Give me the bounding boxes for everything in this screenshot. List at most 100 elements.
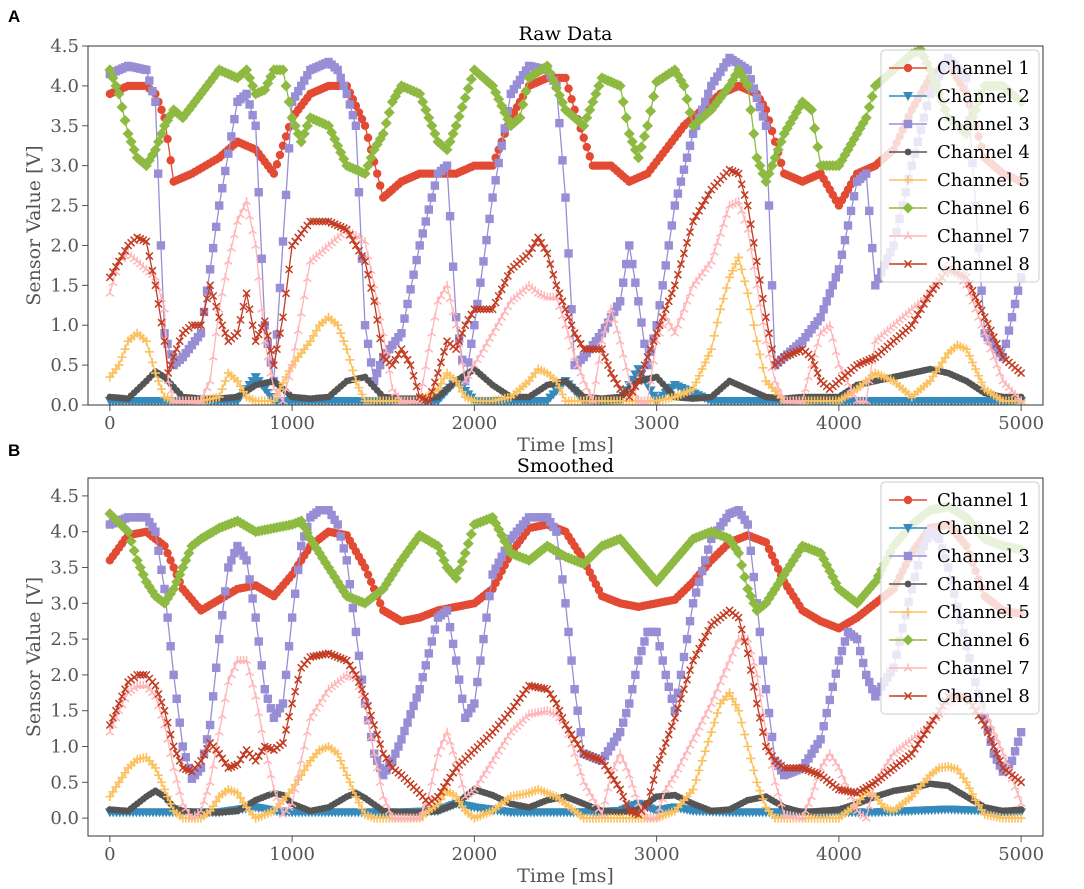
data-point — [160, 706, 169, 715]
data-point — [722, 210, 731, 219]
data-point — [752, 93, 762, 103]
data-point — [581, 112, 593, 124]
legend-box — [880, 49, 1040, 283]
data-point — [144, 347, 154, 357]
data-point — [775, 136, 787, 148]
data-point — [324, 506, 333, 515]
data-point — [971, 795, 981, 805]
data-point — [809, 122, 821, 134]
data-point — [430, 378, 439, 387]
data-point — [843, 221, 853, 230]
data-point — [433, 369, 442, 378]
data-point — [157, 777, 167, 787]
data-point — [801, 759, 810, 768]
data-point — [780, 763, 789, 773]
data-point — [564, 627, 573, 637]
data-point — [430, 181, 440, 190]
y-tick-label: 3.5 — [50, 116, 79, 137]
data-point — [861, 813, 871, 822]
data-point — [767, 551, 777, 560]
data-point — [467, 704, 476, 713]
data-point — [743, 65, 752, 75]
data-point — [862, 670, 871, 680]
data-point — [297, 541, 306, 551]
data-point — [840, 235, 850, 245]
data-point — [224, 563, 233, 572]
data-point — [200, 307, 209, 316]
data-point — [722, 663, 731, 672]
data-point — [626, 136, 638, 148]
data-point — [446, 773, 455, 782]
data-point — [260, 685, 269, 694]
data-point — [427, 328, 437, 337]
data-point — [245, 668, 255, 677]
legend-label: Channel 5 — [937, 170, 1030, 191]
data-point — [375, 777, 385, 786]
data-point — [445, 622, 455, 632]
data-point — [284, 372, 294, 381]
data-point — [275, 150, 285, 160]
data-point — [688, 384, 698, 394]
data-point — [743, 742, 753, 751]
data-point — [618, 349, 628, 359]
data-point — [643, 799, 652, 808]
data-point — [464, 708, 473, 718]
data-point — [105, 727, 115, 736]
data-point — [424, 649, 434, 658]
data-point — [673, 270, 682, 279]
data-point — [992, 755, 1002, 764]
data-point — [740, 215, 750, 224]
data-point — [218, 184, 227, 193]
data-point — [992, 339, 1001, 348]
data-point — [764, 708, 774, 718]
data-point — [919, 730, 928, 739]
data-point — [113, 88, 125, 100]
data-point — [333, 749, 343, 759]
data-point — [142, 513, 151, 522]
data-point — [561, 305, 570, 314]
data-point — [114, 360, 124, 370]
data-point — [215, 749, 224, 758]
data-point — [866, 91, 878, 103]
data-point — [242, 656, 252, 665]
data-point — [694, 577, 704, 587]
data-point — [453, 110, 465, 122]
data-point — [160, 337, 169, 346]
data-point — [208, 801, 218, 811]
data-point — [986, 735, 995, 744]
data-point — [454, 381, 464, 391]
data-point — [831, 669, 841, 678]
data-point — [610, 374, 619, 383]
y-tick-label: 2.5 — [50, 629, 79, 650]
data-point — [208, 243, 218, 253]
data-point — [439, 373, 449, 383]
data-point — [698, 201, 707, 210]
x-tick-label: 5000 — [998, 844, 1044, 865]
y-tick-label: 2.0 — [50, 665, 79, 686]
data-point — [293, 565, 303, 575]
data-point — [977, 286, 986, 295]
data-point — [645, 386, 656, 396]
data-point — [217, 710, 227, 720]
data-point — [251, 121, 260, 130]
data-point — [461, 713, 470, 723]
data-point — [199, 796, 209, 805]
data-point — [712, 684, 722, 693]
data-point — [148, 87, 157, 96]
data-point — [980, 313, 989, 322]
data-point — [622, 708, 631, 718]
data-point — [609, 763, 619, 772]
data-point — [309, 217, 318, 226]
data-point — [758, 294, 767, 303]
data-point — [632, 152, 644, 164]
data-point — [610, 775, 619, 784]
data-point — [107, 72, 119, 84]
data-point — [427, 637, 437, 646]
data-point — [822, 708, 831, 718]
data-point — [739, 571, 751, 583]
data-point — [451, 313, 461, 322]
data-point — [278, 396, 288, 405]
data-point — [153, 169, 163, 178]
data-point — [638, 130, 650, 142]
